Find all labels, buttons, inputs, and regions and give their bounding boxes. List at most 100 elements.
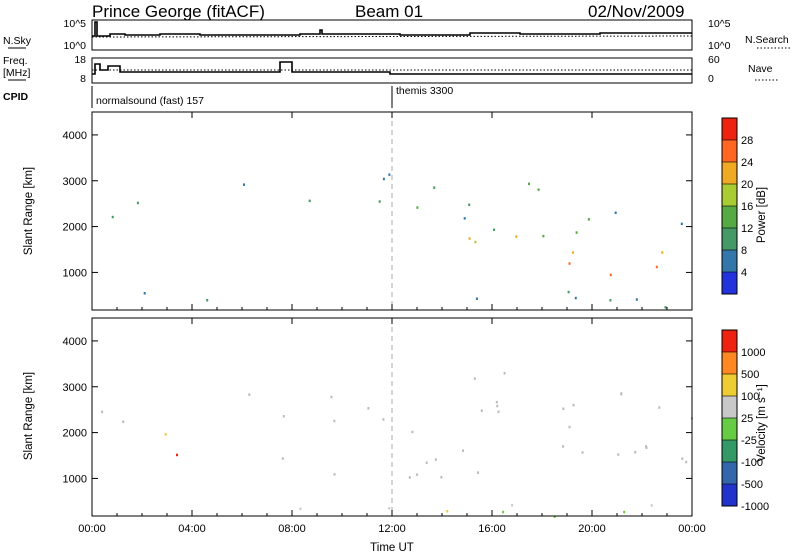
echo-cell: [382, 418, 385, 421]
echo-cell: [503, 372, 506, 375]
colorbar-segment: [722, 272, 737, 294]
echo-cell: [581, 451, 584, 454]
echo-cell: [388, 173, 391, 176]
echo-cell: [655, 265, 658, 269]
power-heatmap: [111, 173, 683, 309]
echo-cell: [378, 200, 381, 203]
echo-cell: [101, 410, 104, 414]
echo-cell: [474, 240, 477, 244]
echo-cell: [122, 420, 125, 423]
colorbar-tick-label: 1000: [741, 347, 765, 359]
echo-cell: [463, 217, 466, 220]
colorbar-tick-label: 12: [741, 223, 753, 235]
cpid-label: CPID: [3, 91, 29, 103]
colorbar-tick-label: -500: [741, 479, 763, 491]
nave-tick-bottom: 0: [708, 73, 714, 85]
power-colorbar: 28 24 20 16 12 8 4: [721, 117, 753, 295]
echo-cell: [661, 251, 664, 254]
echo-cell: [176, 453, 178, 457]
power-yaxis: 4000 3000 2000 1000: [63, 130, 692, 279]
velocity-yaxis: 4000 3000 2000 1000: [63, 336, 692, 485]
ytick-label: 1000: [63, 267, 87, 279]
ytick-label: 4000: [63, 336, 87, 348]
colorbar-segment: [722, 462, 737, 484]
noise-sky-label: N.Sky: [3, 35, 32, 47]
colorbar-segment: [722, 228, 737, 250]
power-panel: Slant Range [km] 4000 3000 2000 1000 28 24 20…: [23, 111, 768, 311]
ytick-label: 1000: [63, 473, 87, 485]
colorbar-segment: [722, 418, 737, 440]
echo-cell: [587, 218, 590, 221]
echo-cell: [537, 188, 540, 191]
echo-cell: [495, 400, 498, 404]
power-xaxis: [91, 112, 693, 310]
cpid-panel: CPID normalsound (fast) 157 themis 3300: [3, 85, 453, 108]
echo-cell: [299, 507, 302, 511]
echo-cell: [650, 504, 653, 507]
colorbar-tick-label: -1000: [741, 501, 769, 513]
echo-cell: [425, 461, 428, 464]
power-ylabel: Slant Range [km]: [23, 167, 35, 255]
echo-cell: [574, 296, 577, 300]
echo-cell: [468, 203, 471, 206]
echo-cell: [446, 510, 449, 513]
echo-cell: [281, 457, 284, 460]
colorbar-segment: [722, 206, 737, 228]
colorbar-tick-label: 20: [741, 179, 753, 191]
echo-cell: [248, 393, 251, 396]
echo-cell: [468, 237, 471, 240]
echo-cell: [497, 410, 500, 413]
frequency-panel: Freq. [MHz] 18 8 60 0 Nave: [3, 54, 778, 85]
noise-left-tick-bottom: 10^0: [64, 40, 87, 52]
ytick-label: 2000: [63, 428, 87, 440]
noise-sky-trace: [92, 21, 692, 37]
freq-label: Freq.: [3, 55, 28, 67]
echo-cell: [333, 473, 336, 476]
echo-cell: [164, 433, 167, 436]
freq-tick-top: 18: [74, 54, 86, 66]
colorbar-segment: [722, 330, 737, 352]
xtick-label: 12:00: [378, 523, 406, 535]
cpid-program-1: normalsound (fast) 157: [96, 95, 204, 107]
velocity-colorbar-label: Velocity [m s⁻¹]: [756, 384, 768, 462]
echo-cell: [493, 228, 496, 231]
echo-cell: [572, 403, 575, 407]
echo-cell: [408, 476, 411, 479]
echo-cell: [575, 231, 578, 234]
colorbar-tick-label: 24: [741, 157, 753, 169]
echo-cell: [477, 471, 479, 474]
xtick-label: 00:00: [78, 523, 106, 535]
echo-cell: [609, 273, 612, 277]
colorbar-tick-label: 25: [741, 413, 753, 425]
echo-cell: [206, 299, 209, 302]
colorbar-tick-label: -25: [741, 435, 757, 447]
echo-cell: [645, 446, 648, 449]
echo-cell: [382, 177, 385, 181]
noise-left-tick-top: 10^5: [64, 18, 87, 30]
echo-cell: [680, 222, 683, 226]
echo-cell: [333, 419, 336, 423]
station-title: Prince George (fitACF): [92, 2, 265, 21]
nave-tick-top: 60: [708, 54, 720, 66]
echo-cell: [433, 186, 436, 189]
echo-cell: [243, 183, 245, 186]
colorbar-segment: [722, 140, 737, 162]
echo-cell: [635, 298, 638, 301]
noise-right-tick-bottom: 10^0: [708, 40, 731, 52]
echo-cell: [411, 430, 414, 434]
colorbar-tick-label: 500: [741, 369, 759, 381]
colorbar-tick-label: -100: [741, 457, 763, 469]
colorbar-segment: [722, 162, 737, 184]
echo-cell: [528, 182, 530, 186]
date-label: 02/Nov/2009: [588, 2, 684, 21]
ytick-label: 3000: [63, 176, 87, 188]
freq-tick-bottom: 8: [80, 73, 86, 85]
colorbar-segment: [722, 374, 737, 396]
echo-cell: [480, 409, 483, 412]
colorbar-tick-label: 8: [741, 245, 747, 257]
power-colorbar-label: Power [dB]: [756, 187, 768, 243]
echo-cell: [681, 457, 684, 460]
colorbar-segment: [722, 352, 737, 374]
echo-cell: [620, 392, 623, 395]
time-axis-label: Time UT: [370, 542, 414, 554]
